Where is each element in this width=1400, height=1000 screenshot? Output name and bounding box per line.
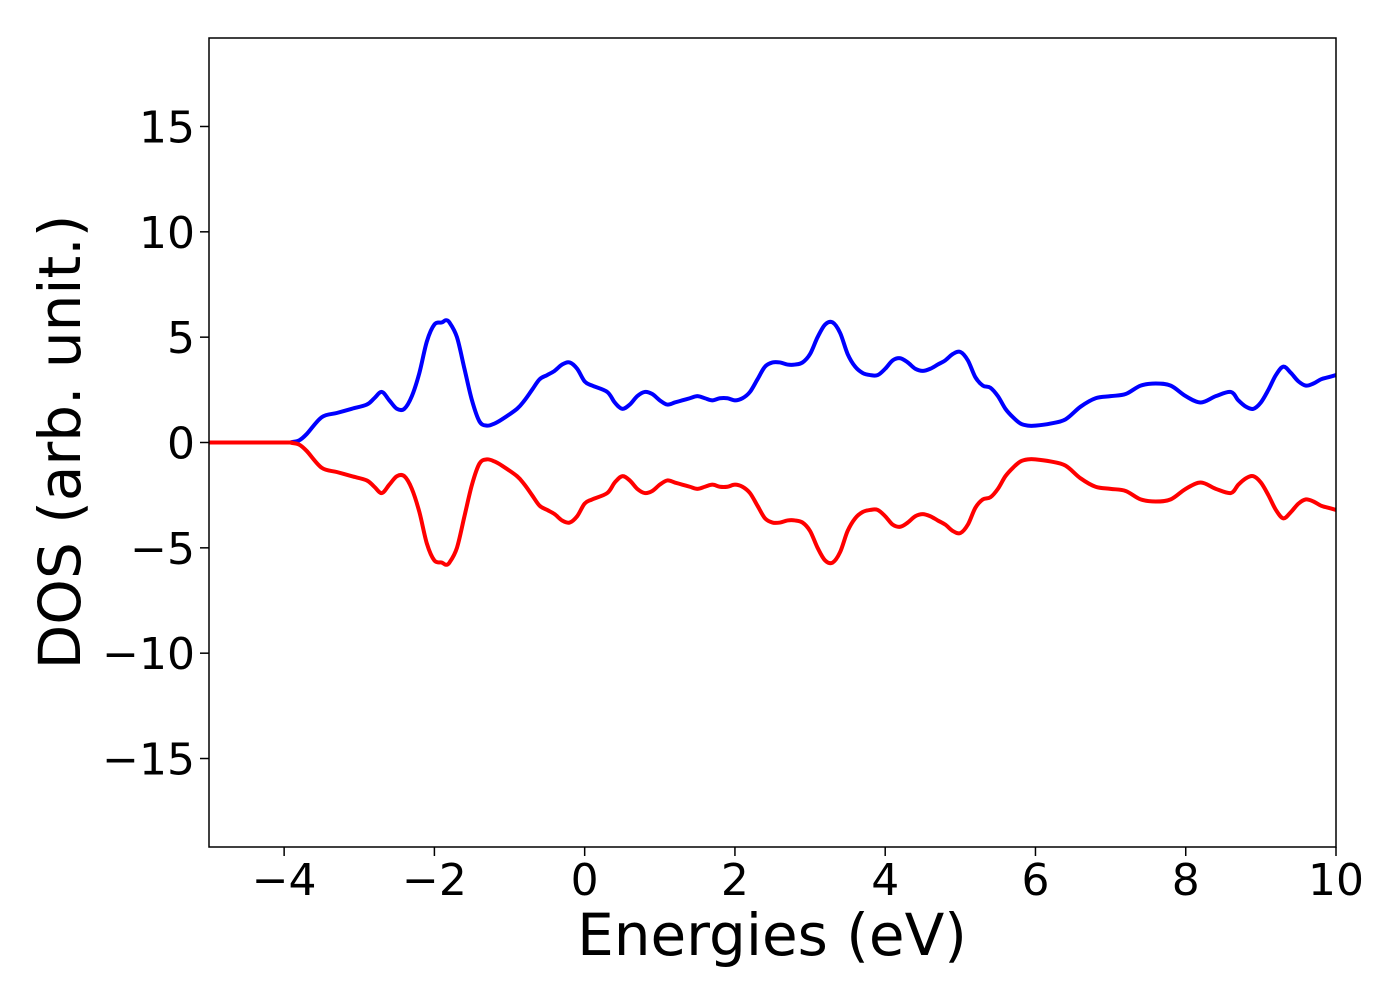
x-tick-label: 10 — [1308, 855, 1364, 906]
series-layer — [209, 318, 1336, 567]
x-tick-label: −4 — [252, 855, 317, 906]
series-line-spin-up — [209, 318, 1336, 445]
y-tick-label: 15 — [139, 102, 195, 153]
series-line-spin-down — [209, 440, 1336, 567]
x-tick-label: −2 — [402, 855, 467, 906]
y-axis-label: DOS (arb. unit.) — [26, 215, 94, 670]
x-tick-label: 0 — [571, 855, 599, 906]
y-tick-label: −10 — [102, 629, 195, 680]
x-axis-ticks: −4 −2 0 2 4 6 8 10 — [252, 847, 1364, 906]
x-tick-label: 8 — [1172, 855, 1200, 906]
y-tick-label: 5 — [167, 313, 195, 364]
y-tick-label: −15 — [102, 735, 195, 786]
x-axis-label: Energies (eV) — [577, 901, 967, 969]
x-tick-label: 6 — [1021, 855, 1049, 906]
y-axis-ticks: 15 10 5 0 −5 −10 −15 — [102, 102, 209, 786]
x-tick-label: 4 — [871, 855, 899, 906]
y-tick-label: 0 — [167, 419, 195, 470]
y-tick-label: 10 — [139, 208, 195, 259]
x-tick-label: 2 — [721, 855, 749, 906]
y-tick-label: −5 — [130, 524, 195, 575]
